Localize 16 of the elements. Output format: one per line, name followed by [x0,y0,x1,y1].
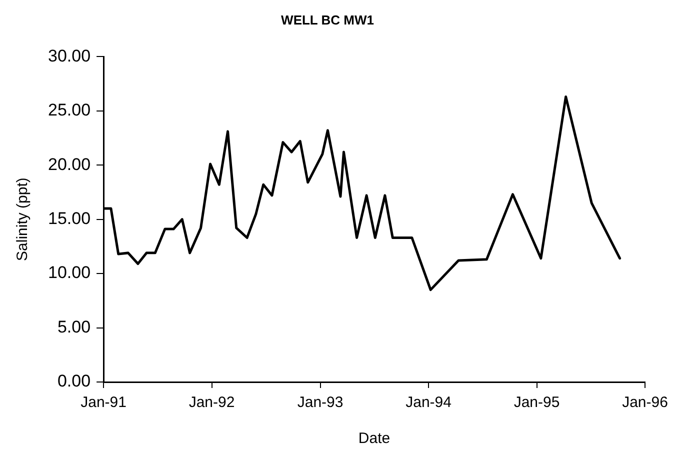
x-tick-label: Jan-95 [514,394,560,412]
y-tick-label: 15.00 [48,208,91,228]
chart-title: WELL BC MW1 [281,12,374,28]
y-axis-title: Salinity (ppt) [14,178,32,261]
x-tick-label: Jan-94 [406,394,452,412]
x-tick-label: Jan-96 [622,394,668,412]
y-tick-label: 5.00 [57,317,91,336]
x-axis-title: Date [358,430,390,448]
x-tick-label: Jan-93 [297,394,344,412]
y-tick-label: 30.00 [48,46,91,66]
x-tick-label: Jan-91 [80,394,126,412]
y-tick-label: 20.00 [48,154,91,174]
y-tick-label: 25.00 [48,100,91,120]
y-tick-label: 0.00 [57,372,91,391]
x-tick-label: Jan-92 [188,394,235,412]
y-tick-label: 10.00 [48,263,91,282]
